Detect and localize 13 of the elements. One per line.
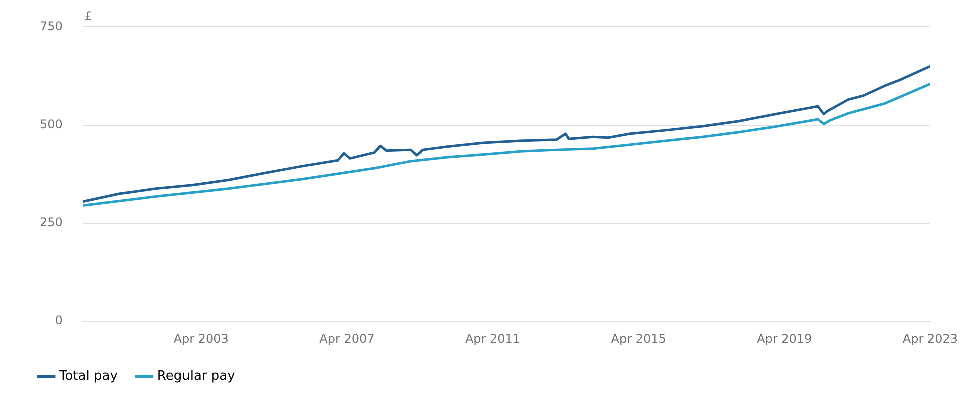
y-axis-title: £ [84, 9, 93, 24]
y-tick-label: 250 [40, 216, 63, 230]
x-tick-label: Apr 2019 [757, 332, 812, 346]
y-tick-label: 750 [40, 19, 63, 34]
legend-label: Total pay [58, 368, 118, 384]
y-tick-label: 0 [55, 314, 63, 328]
x-tick-label: Apr 2023 [902, 332, 958, 346]
legend-label: Regular pay [157, 368, 236, 384]
y-tick-label: 500 [40, 117, 63, 132]
x-tick-label: Apr 2015 [611, 332, 666, 346]
x-tick-label: Apr 2007 [320, 332, 375, 346]
x-tick-label: Apr 2003 [174, 332, 229, 346]
x-tick-label: Apr 2011 [465, 332, 521, 346]
